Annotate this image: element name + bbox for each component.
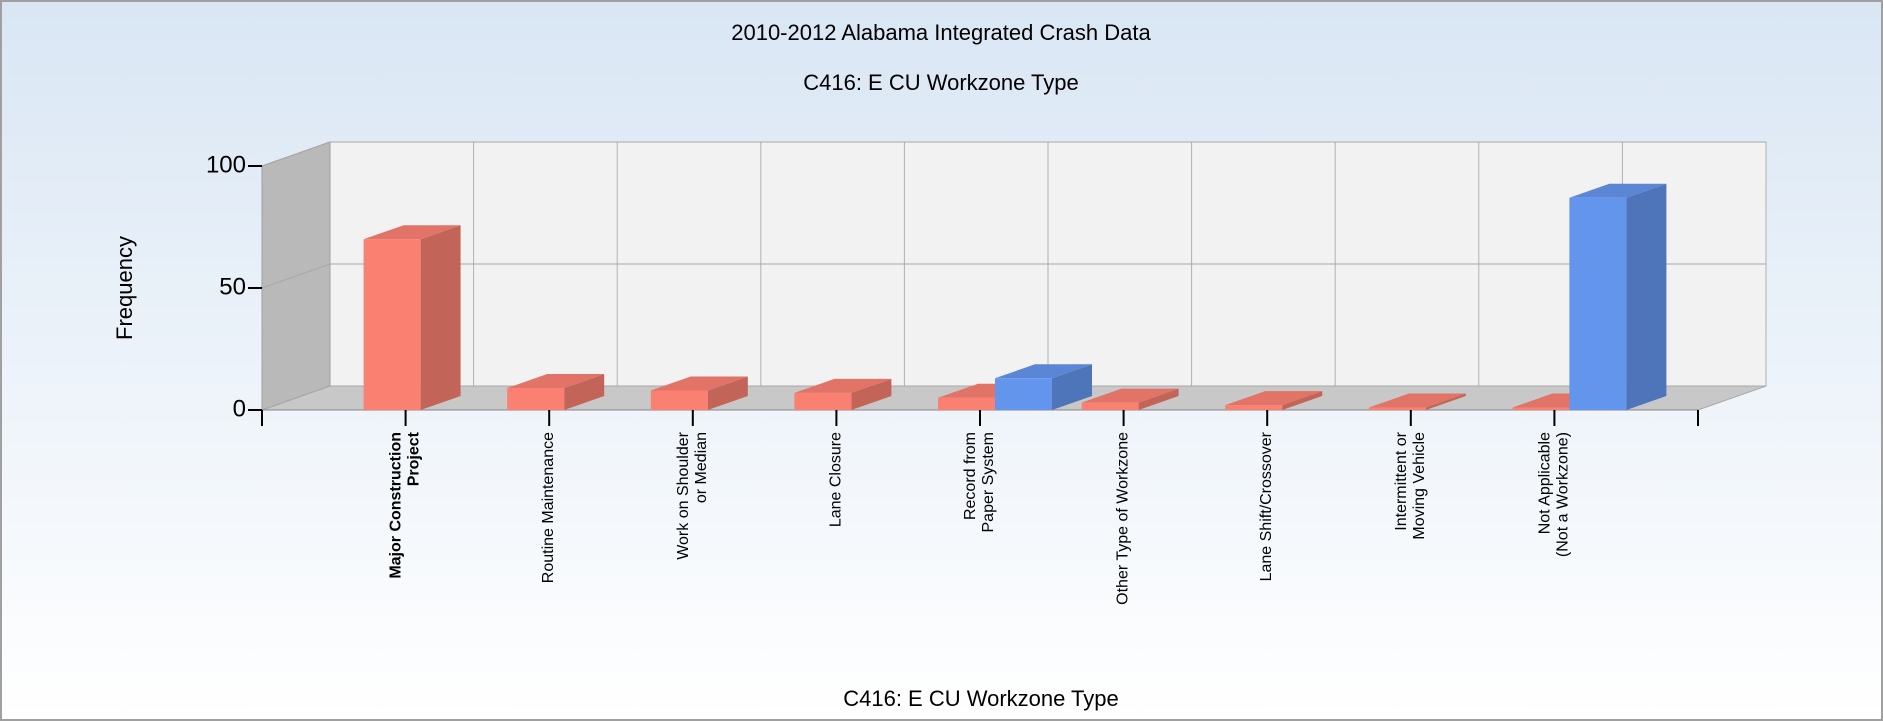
bar-side bbox=[564, 374, 605, 410]
bar bbox=[1225, 391, 1323, 410]
y-axis-label: Frequency bbox=[112, 236, 137, 340]
bar bbox=[1081, 388, 1179, 410]
bar-front bbox=[938, 397, 995, 410]
bar-side bbox=[1052, 364, 1092, 410]
bar bbox=[1368, 393, 1466, 410]
chart-title: 2010-2012 Alabama Integrated Crash Data bbox=[731, 20, 1151, 45]
x-tick-label: Lane Shift/Crossover bbox=[1258, 431, 1275, 581]
bar bbox=[507, 374, 605, 410]
bar bbox=[794, 378, 892, 410]
bar bbox=[1569, 183, 1667, 410]
y-tick-label: 100 bbox=[206, 151, 246, 178]
bar-front bbox=[1368, 407, 1426, 410]
bar-top bbox=[794, 378, 892, 393]
x-tick-label: Lane Closure bbox=[828, 432, 845, 527]
y-tick-label: 0 bbox=[233, 395, 246, 422]
bar-front bbox=[1512, 407, 1570, 410]
bar-top bbox=[1569, 183, 1667, 198]
bar-top bbox=[1225, 391, 1323, 406]
chart-subtitle: C416: E CU Workzone Type bbox=[803, 70, 1079, 95]
x-tick-label: Record fromPaper System bbox=[962, 432, 997, 532]
bar-top bbox=[363, 225, 461, 240]
x-tick-label: Work on Shoulderor Median bbox=[675, 431, 710, 559]
x-tick-label: Not Applicable(Not a Workzone) bbox=[1537, 432, 1572, 557]
bar-side bbox=[1626, 183, 1667, 410]
grid-line bbox=[261, 141, 331, 167]
bar-top bbox=[995, 364, 1092, 379]
bar bbox=[995, 364, 1092, 410]
x-tick-label: Other Type of Workzone bbox=[1115, 432, 1132, 605]
bar-front bbox=[1081, 402, 1139, 410]
bar bbox=[363, 225, 461, 410]
bar-side bbox=[1425, 393, 1466, 410]
x-tick-label: Intermittent orMoving Vehicle bbox=[1393, 431, 1428, 539]
bar-top bbox=[1081, 388, 1179, 403]
x-axis-label: C416: E CU Workzone Type bbox=[843, 686, 1119, 711]
bar-side bbox=[1138, 388, 1179, 410]
bar bbox=[650, 376, 748, 410]
grid-line bbox=[261, 385, 331, 411]
x-tick-label: Major ConstructionProject bbox=[388, 431, 423, 578]
bar-front bbox=[507, 388, 565, 410]
grid-line bbox=[261, 263, 331, 289]
bar-front bbox=[995, 378, 1052, 410]
bar-front bbox=[794, 392, 852, 410]
bar-top bbox=[650, 376, 748, 391]
x-tick-label: Routine Maintenance bbox=[540, 432, 557, 583]
bar-front bbox=[363, 239, 421, 410]
bar-side bbox=[851, 378, 892, 410]
y-tick-label: 50 bbox=[219, 273, 246, 300]
bar-top bbox=[507, 374, 605, 389]
bar-front bbox=[1225, 405, 1283, 410]
bar-front bbox=[1569, 197, 1627, 410]
bar-side bbox=[707, 376, 748, 410]
bar-top bbox=[1368, 393, 1466, 408]
bar-side bbox=[1282, 391, 1323, 410]
bar-front bbox=[650, 390, 708, 410]
bar-side bbox=[420, 225, 461, 410]
